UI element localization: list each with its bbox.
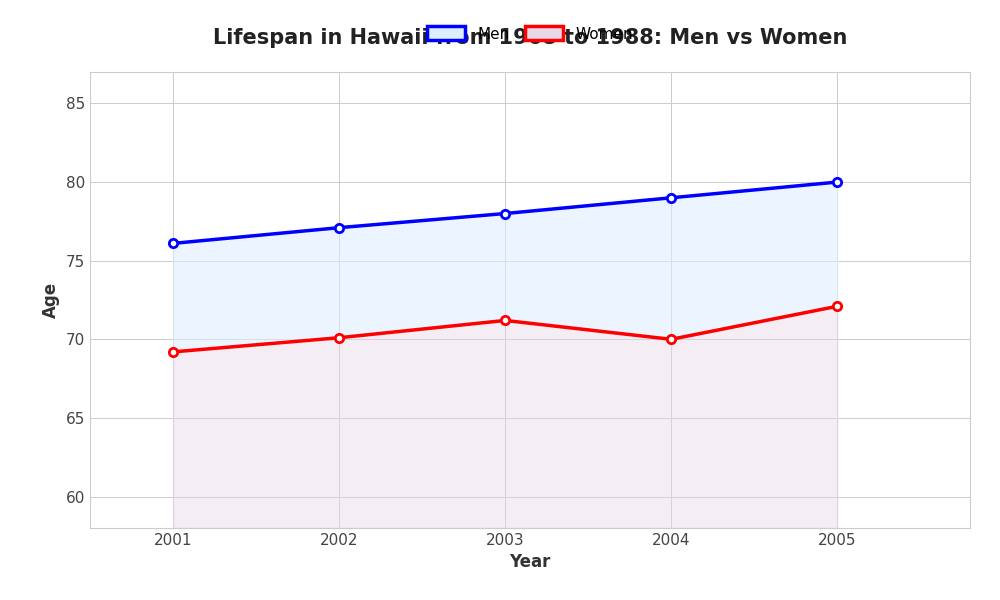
Title: Lifespan in Hawaii from 1968 to 1988: Men vs Women: Lifespan in Hawaii from 1968 to 1988: Me… xyxy=(213,28,847,48)
X-axis label: Year: Year xyxy=(509,553,551,571)
Y-axis label: Age: Age xyxy=(42,282,60,318)
Legend: Men, Women: Men, Women xyxy=(421,20,639,47)
